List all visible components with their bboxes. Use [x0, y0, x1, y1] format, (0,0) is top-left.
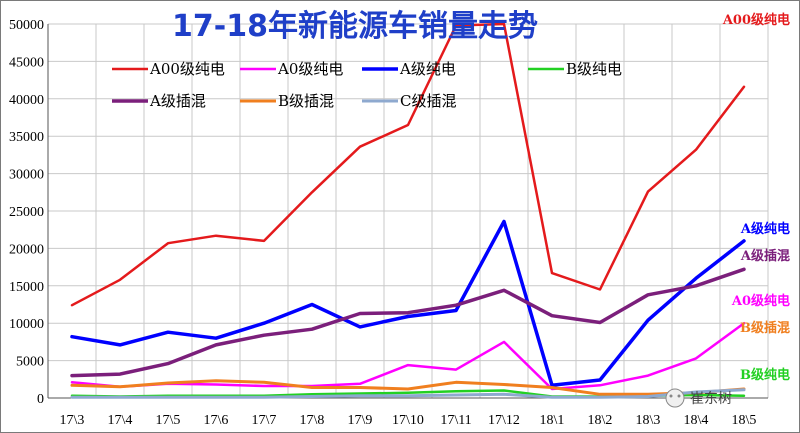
legend-label: A级插混 — [149, 92, 206, 110]
end-label: A0级纯电 — [731, 293, 790, 309]
end-label: A级纯电 — [740, 221, 790, 237]
x-tick-label: 17\7 — [252, 413, 277, 428]
axes: 0 5000 10000 15000 20000 25000 30000 35000 40000… — [9, 18, 768, 428]
watermark-text: 崔东树 — [690, 391, 732, 407]
series-line-6 — [70, 379, 746, 396]
series-line-2 — [70, 321, 746, 391]
end-label: A00级纯电 — [722, 12, 790, 28]
end-label: B级纯电 — [740, 367, 790, 383]
x-tick-label: 17\9 — [348, 413, 373, 428]
x-tick-label: 17\5 — [156, 413, 181, 428]
x-tick-label: 18\5 — [732, 413, 757, 428]
x-tick-label: 18\4 — [684, 413, 709, 428]
end-label: B级插混 — [740, 320, 790, 336]
watermark: 崔东树 — [665, 388, 732, 408]
y-tick-label: 35000 — [9, 130, 44, 145]
x-tick-label: 17\10 — [392, 413, 424, 428]
y-tick-label: 25000 — [9, 205, 44, 220]
y-tick-label: 50000 — [9, 18, 44, 33]
x-tick-label: 17\3 — [60, 413, 85, 428]
series-line-5 — [70, 267, 746, 378]
y-tick-label: 10000 — [9, 317, 44, 332]
legend-label: A0级纯电 — [277, 60, 343, 78]
legend-label: A00级纯电 — [149, 60, 225, 78]
x-tick-label: 18\3 — [636, 413, 661, 428]
x-tick-label: 18\1 — [540, 413, 565, 428]
series-lines — [70, 22, 746, 399]
series-line-7 — [70, 388, 746, 399]
end-labels: A00级纯电 A级纯电 A级插混 A0级纯电 B级插混 B级纯电 — [722, 12, 790, 383]
series-line-1 — [70, 22, 746, 307]
y-tick-label: 45000 — [9, 55, 44, 70]
legend-label: C级插混 — [400, 92, 456, 110]
legend: A00级纯电 A0级纯电 A级纯电 B级纯电 A级插混 B级插混 C级插混 — [112, 60, 622, 110]
chart-title: 17-18年新能源车销量走势 — [172, 9, 538, 44]
x-tick-label: 18\2 — [588, 413, 613, 428]
legend-label: B级纯电 — [566, 60, 622, 78]
x-tick-label: 17\12 — [488, 413, 520, 428]
end-label: A级插混 — [740, 248, 790, 264]
y-tick-label: 20000 — [9, 242, 44, 257]
y-tick-label: 0 — [37, 392, 44, 407]
y-tick-label: 30000 — [9, 168, 44, 183]
grid — [47, 23, 769, 399]
x-tick-label: 17\6 — [204, 413, 229, 428]
y-tick-label: 40000 — [9, 93, 44, 108]
watermark-icon — [665, 388, 685, 408]
y-tick-label: 15000 — [9, 280, 44, 295]
legend-label: A级纯电 — [399, 60, 456, 78]
x-tick-label: 17\4 — [108, 413, 133, 428]
series-line-3 — [70, 219, 746, 388]
x-tick-label: 17\11 — [440, 413, 471, 428]
x-tick-label: 17\8 — [300, 413, 325, 428]
legend-label: B级插混 — [278, 92, 334, 110]
y-tick-label: 5000 — [16, 355, 44, 370]
